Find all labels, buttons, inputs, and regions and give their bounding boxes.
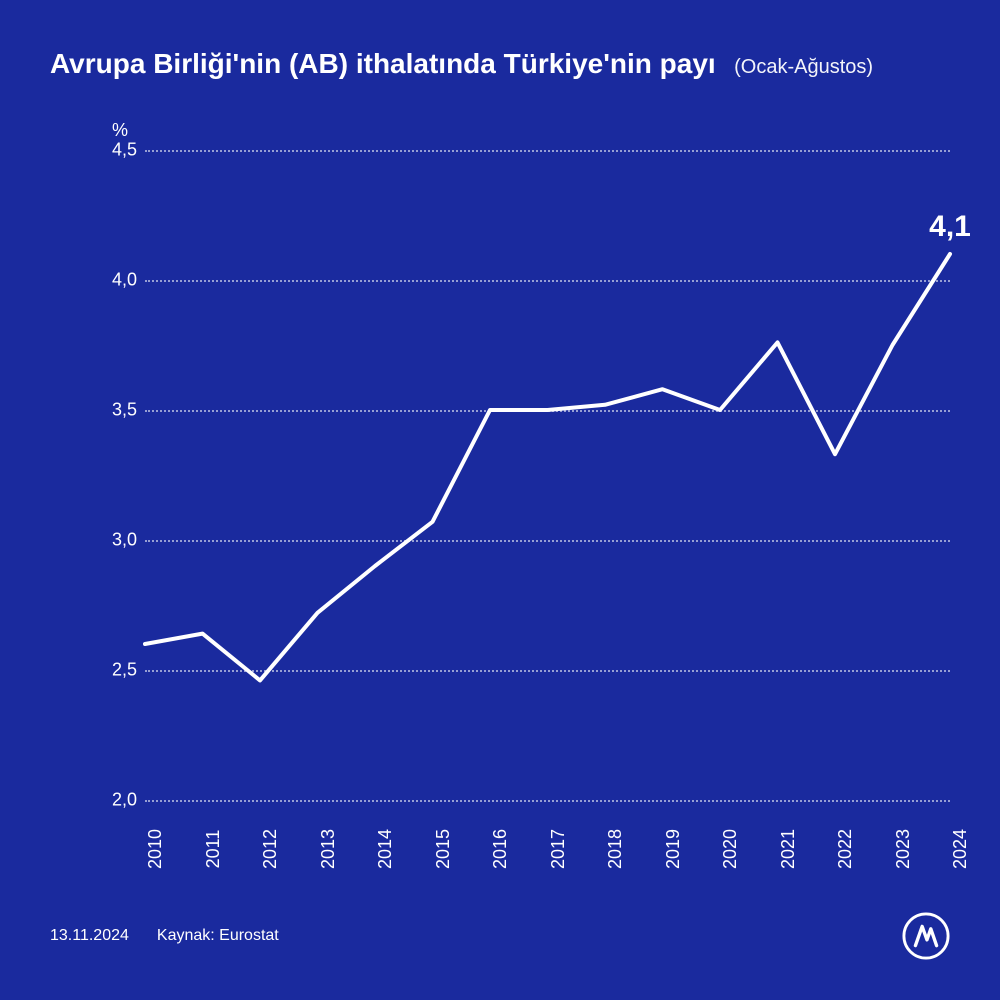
plot-region: 2,02,53,03,54,04,52010201120122013201420… bbox=[145, 150, 950, 800]
y-tick-label: 4,5 bbox=[97, 140, 137, 161]
x-tick-label: 2020 bbox=[720, 829, 741, 869]
line-chart-svg bbox=[145, 150, 950, 800]
gridline bbox=[145, 410, 950, 412]
gridline bbox=[145, 150, 950, 152]
gridline bbox=[145, 280, 950, 282]
footer-source: Kaynak: Eurostat bbox=[157, 927, 279, 945]
x-tick-label: 2015 bbox=[433, 829, 454, 869]
x-tick-label: 2012 bbox=[260, 829, 281, 869]
aa-logo-icon bbox=[902, 912, 950, 960]
x-tick-label: 2024 bbox=[950, 829, 971, 869]
x-tick-label: 2011 bbox=[203, 830, 224, 869]
x-tick-label: 2019 bbox=[663, 829, 684, 869]
chart-subtitle: (Ocak-Ağustos) bbox=[734, 56, 873, 78]
y-tick-label: 4,0 bbox=[97, 270, 137, 291]
x-tick-label: 2010 bbox=[145, 829, 166, 869]
y-axis-unit: % bbox=[112, 120, 128, 141]
footer-date: 13.11.2024 bbox=[50, 927, 129, 945]
y-tick-label: 3,0 bbox=[97, 530, 137, 551]
chart-area: % 2,02,53,03,54,04,520102011201220132014… bbox=[50, 120, 950, 880]
gridline bbox=[145, 800, 950, 802]
gridline bbox=[145, 540, 950, 542]
y-tick-label: 2,0 bbox=[97, 790, 137, 811]
data-line bbox=[145, 254, 950, 680]
header: Avrupa Birliği'nin (AB) ithalatında Türk… bbox=[50, 48, 950, 80]
y-tick-label: 2,5 bbox=[97, 660, 137, 681]
end-value-label: 4,1 bbox=[929, 210, 971, 244]
x-tick-label: 2018 bbox=[605, 829, 626, 869]
x-tick-label: 2016 bbox=[490, 829, 511, 869]
x-tick-label: 2014 bbox=[375, 829, 396, 869]
y-tick-label: 3,5 bbox=[97, 400, 137, 421]
x-tick-label: 2022 bbox=[835, 829, 856, 869]
x-tick-label: 2013 bbox=[318, 829, 339, 869]
gridline bbox=[145, 670, 950, 672]
x-tick-label: 2017 bbox=[548, 829, 569, 869]
x-tick-label: 2023 bbox=[893, 829, 914, 869]
x-tick-label: 2021 bbox=[778, 829, 799, 869]
footer: 13.11.2024 Kaynak: Eurostat bbox=[50, 912, 950, 960]
chart-title: Avrupa Birliği'nin (AB) ithalatında Türk… bbox=[50, 48, 716, 79]
